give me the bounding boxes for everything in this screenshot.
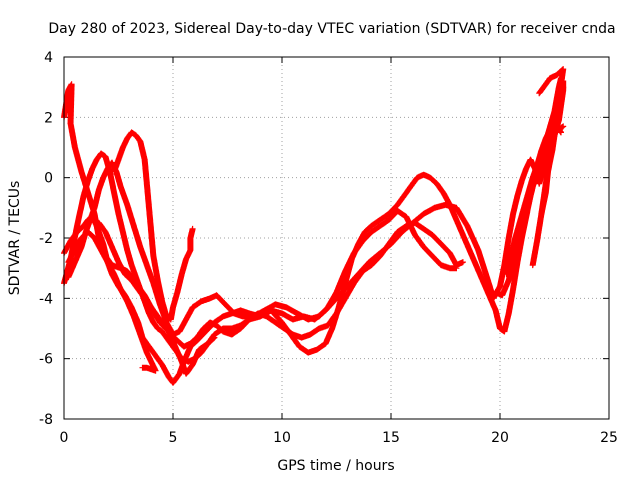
plot-frame bbox=[63, 56, 610, 420]
data-layer bbox=[61, 66, 567, 386]
y-axis-label: SDTVAR / TECUs bbox=[7, 181, 23, 296]
x-tick-label: 10 bbox=[273, 430, 291, 446]
y-tick-label: -8 bbox=[39, 412, 53, 428]
plus-markers bbox=[95, 219, 466, 350]
y-tick-label: 4 bbox=[44, 50, 53, 66]
plus-markers bbox=[529, 66, 567, 269]
x-tick-label: 5 bbox=[169, 430, 178, 446]
data-series bbox=[61, 123, 564, 386]
y-tick-label: 0 bbox=[44, 171, 53, 187]
plus-markers bbox=[65, 229, 159, 374]
data-series bbox=[95, 219, 466, 350]
plus-markers bbox=[61, 123, 564, 386]
plus-markers bbox=[111, 129, 196, 323]
y-tick-label: 2 bbox=[44, 110, 53, 126]
tick-layer: 0 5 10 15 20 25 -8 -6 -4 -2 0 2 4 bbox=[39, 50, 618, 446]
x-tick-label: 20 bbox=[491, 430, 509, 446]
data-series bbox=[529, 66, 567, 269]
data-series bbox=[111, 129, 196, 323]
data-series bbox=[503, 123, 567, 278]
plus-markers bbox=[503, 123, 567, 278]
x-tick-label: 0 bbox=[60, 430, 69, 446]
x-axis-label: GPS time / hours bbox=[277, 458, 394, 474]
y-tick-label: -2 bbox=[39, 231, 53, 247]
chart-title: Day 280 of 2023, Sidereal Day-to-day VTE… bbox=[48, 21, 615, 37]
data-series bbox=[65, 229, 159, 374]
y-tick-label: -6 bbox=[39, 352, 53, 368]
y-tick-label: -4 bbox=[39, 291, 53, 307]
x-tick-label: 25 bbox=[600, 430, 618, 446]
x-tick-label: 15 bbox=[382, 430, 400, 446]
